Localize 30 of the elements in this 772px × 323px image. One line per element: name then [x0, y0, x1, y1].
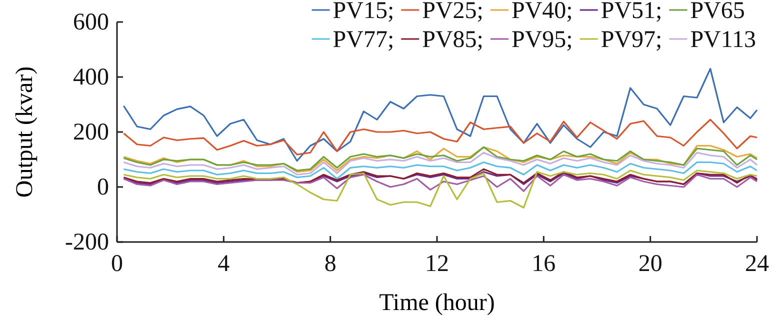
- line-series: [122, 168, 758, 186]
- legend-label: PV65: [690, 0, 745, 24]
- y-axis-title: Output (kvar): [12, 66, 38, 198]
- x-axis-title: Time (hour): [379, 290, 495, 316]
- legend-label: PV95;: [511, 27, 573, 53]
- line-series: [122, 161, 758, 180]
- x-tick-label: 24: [745, 251, 769, 278]
- y-tick-label: -200: [65, 230, 109, 256]
- legend-label: PV77;: [332, 27, 394, 53]
- legend-label: PV25;: [422, 0, 484, 24]
- legend-label: PV15;: [332, 0, 394, 24]
- line-series: [122, 68, 758, 162]
- y-tick-label: 400: [73, 64, 109, 91]
- legend-label: PV97;: [600, 27, 662, 53]
- line-series: [122, 152, 758, 176]
- x-tick-label: 12: [425, 251, 449, 278]
- legend-label: PV113: [690, 27, 756, 53]
- line-series: [122, 170, 758, 208]
- legend-label: PV85;: [422, 27, 484, 53]
- x-tick-label: 16: [532, 251, 556, 278]
- legend-label: PV51;: [600, 0, 662, 24]
- x-tick-label: 20: [638, 251, 662, 278]
- y-tick-label: 600: [73, 10, 109, 36]
- x-tick-label: 8: [324, 251, 336, 278]
- legend-label: PV40;: [511, 0, 573, 24]
- line-series: [122, 174, 758, 192]
- line-series: [122, 118, 758, 156]
- x-tick-label: 4: [218, 251, 230, 278]
- y-tick-label: 200: [73, 120, 109, 146]
- y-tick-label: 0: [97, 174, 109, 201]
